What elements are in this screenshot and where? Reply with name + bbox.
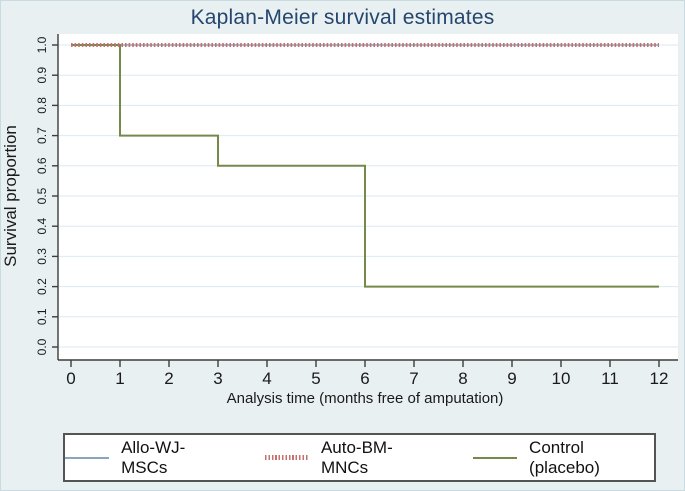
legend-label: Auto-BM-MNCs [320, 437, 393, 477]
y-tick-label: 0.3 [35, 248, 49, 265]
legend-label: Control (placebo) [529, 437, 600, 477]
x-tick-label: 3 [213, 369, 222, 388]
y-tick-label: 0.1 [35, 308, 49, 325]
x-axis-title: Analysis time (months free of amputation… [227, 390, 504, 407]
y-axis-title: Survival proportion [1, 125, 20, 267]
km-plot-canvas: 0.00.10.20.30.40.50.60.70.80.91.00 1 2 3 4 5 6… [1, 34, 678, 407]
x-tick-label: 7 [409, 369, 418, 388]
x-tick-label: 5 [311, 369, 320, 388]
legend-entry-allo-wj-mscs: Allo-WJ-MSCs [65, 438, 227, 478]
series-line-control-placebo- [71, 44, 659, 288]
y-tick-label: 0.2 [35, 278, 49, 295]
legend-entry-auto-bm-mncs: Auto-BM-MNCs [264, 437, 435, 478]
y-tick-label: 0.0 [35, 338, 49, 355]
x-tick-label: 6 [360, 369, 369, 388]
x-tick-label: 2 [164, 369, 173, 388]
x-tick-label: 10 [552, 369, 571, 388]
legend-line-sample-red-dotted [264, 455, 309, 460]
legend-box: Allo-WJ-MSCs Auto-BM-MNCs Control (place… [63, 433, 656, 482]
legend-entry-control-placebo: Control (placebo) [472, 437, 654, 478]
x-tick-label: 12 [650, 369, 669, 388]
y-tick-label: 0.6 [35, 157, 49, 174]
x-tick-label: 11 [601, 369, 619, 388]
y-tick-label: 0.7 [35, 127, 49, 144]
y-tick-label: 0.9 [35, 67, 49, 84]
x-tick-label: 4 [262, 369, 271, 388]
x-tick-label: 8 [458, 369, 467, 388]
chart-title: Kaplan-Meier survival estimates [190, 6, 495, 29]
x-tick-label: 1 [115, 369, 124, 388]
y-tick-label: 0.8 [35, 97, 49, 114]
legend-label: Allo-WJ-MSCs [121, 437, 186, 477]
x-tick-label: 0 [66, 369, 75, 388]
y-tick-label: 1.0 [35, 36, 49, 53]
y-tick-label: 0.5 [35, 187, 49, 204]
legend-line-sample-green-solid [472, 456, 518, 459]
x-tick-label: 9 [507, 369, 516, 388]
legend-line-sample-blue-solid [65, 456, 110, 459]
plot-area [58, 34, 678, 360]
y-tick-label: 0.4 [35, 218, 49, 235]
